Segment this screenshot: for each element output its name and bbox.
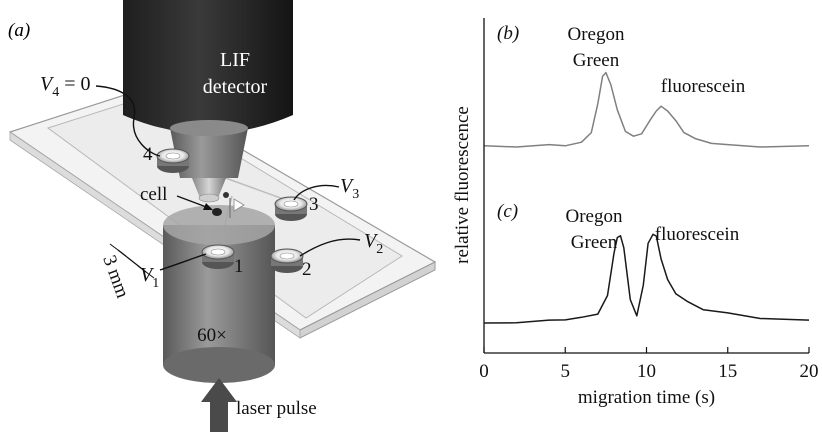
detector-tip-end — [198, 193, 220, 203]
detector-nose — [170, 128, 248, 178]
peak-label-fluorescein: fluorescein — [661, 76, 746, 97]
charts: (b) Oregon Green fluorescein (c) Oregon Green f… — [452, 18, 819, 408]
peak-label-oregon-line1: Oregon — [566, 206, 623, 227]
cell-pointer-head — [203, 203, 213, 210]
x-tick-label: 5 — [561, 361, 571, 382]
scale-tick — [137, 265, 155, 279]
wire-v4 — [95, 85, 161, 157]
peak-label-oregon-line1: Oregon — [568, 24, 625, 45]
x-tick-label: 20 — [800, 361, 819, 382]
laser-label: laser pulse — [236, 398, 317, 419]
objective-top — [163, 205, 275, 245]
wire-v2 — [299, 238, 361, 257]
reservoir-1-hole — [210, 248, 226, 256]
detector-nose-ring — [170, 120, 248, 136]
reservoir-2-hole — [279, 252, 295, 260]
reservoir-3-hole — [283, 200, 299, 208]
y-axis-label: relative fluorescence — [452, 106, 473, 264]
wire-v3 — [293, 184, 340, 201]
reservoir-3-label: 3 — [309, 194, 319, 215]
objective-bottom — [163, 347, 275, 383]
detector-label-line1: LIF — [220, 49, 250, 71]
x-tick-label: 0 — [479, 361, 489, 382]
trace-c — [483, 233, 810, 324]
reservoir-1-label: 1 — [234, 256, 244, 277]
scale-label: 3 mm — [98, 253, 133, 302]
x-tick-label: 10 — [637, 361, 656, 382]
panel-a-label: (a) — [8, 20, 30, 41]
cell-dot-2 — [223, 192, 229, 198]
v2-label: V2 — [364, 230, 383, 257]
cell-label: cell — [140, 184, 167, 205]
laser-arrow-head — [201, 378, 237, 402]
panel-b-label: (b) — [497, 23, 519, 44]
reservoir-2-label: 2 — [302, 259, 312, 280]
peak-label-fluorescein: fluorescein — [655, 224, 740, 245]
v1-label: V1 — [140, 264, 159, 291]
cell-dot — [212, 208, 222, 216]
cell-pointer — [176, 195, 210, 209]
objective-label: 60× — [197, 325, 227, 346]
x-axis-label: migration time (s) — [578, 387, 715, 408]
reservoir-4-hole — [165, 152, 181, 160]
laser-arrow-shaft — [210, 400, 228, 432]
trace-b — [483, 71, 810, 148]
reservoir-4-label: 4 — [143, 144, 153, 165]
wire-v1 — [159, 253, 207, 271]
v4-label: V4 = 0 — [40, 73, 91, 100]
panel-c-label: (c) — [497, 201, 518, 222]
scale-tick — [109, 243, 127, 257]
detector-tip — [192, 178, 226, 198]
peak-label-oregon-line2: Green — [573, 50, 620, 71]
beam-arrow — [233, 198, 245, 212]
v3-label: V3 — [340, 175, 359, 202]
x-tick-label: 15 — [718, 361, 737, 382]
detector-body — [123, 0, 293, 134]
detector-label-line2: detector — [203, 76, 268, 98]
peak-label-oregon-line2: Green — [571, 232, 618, 253]
